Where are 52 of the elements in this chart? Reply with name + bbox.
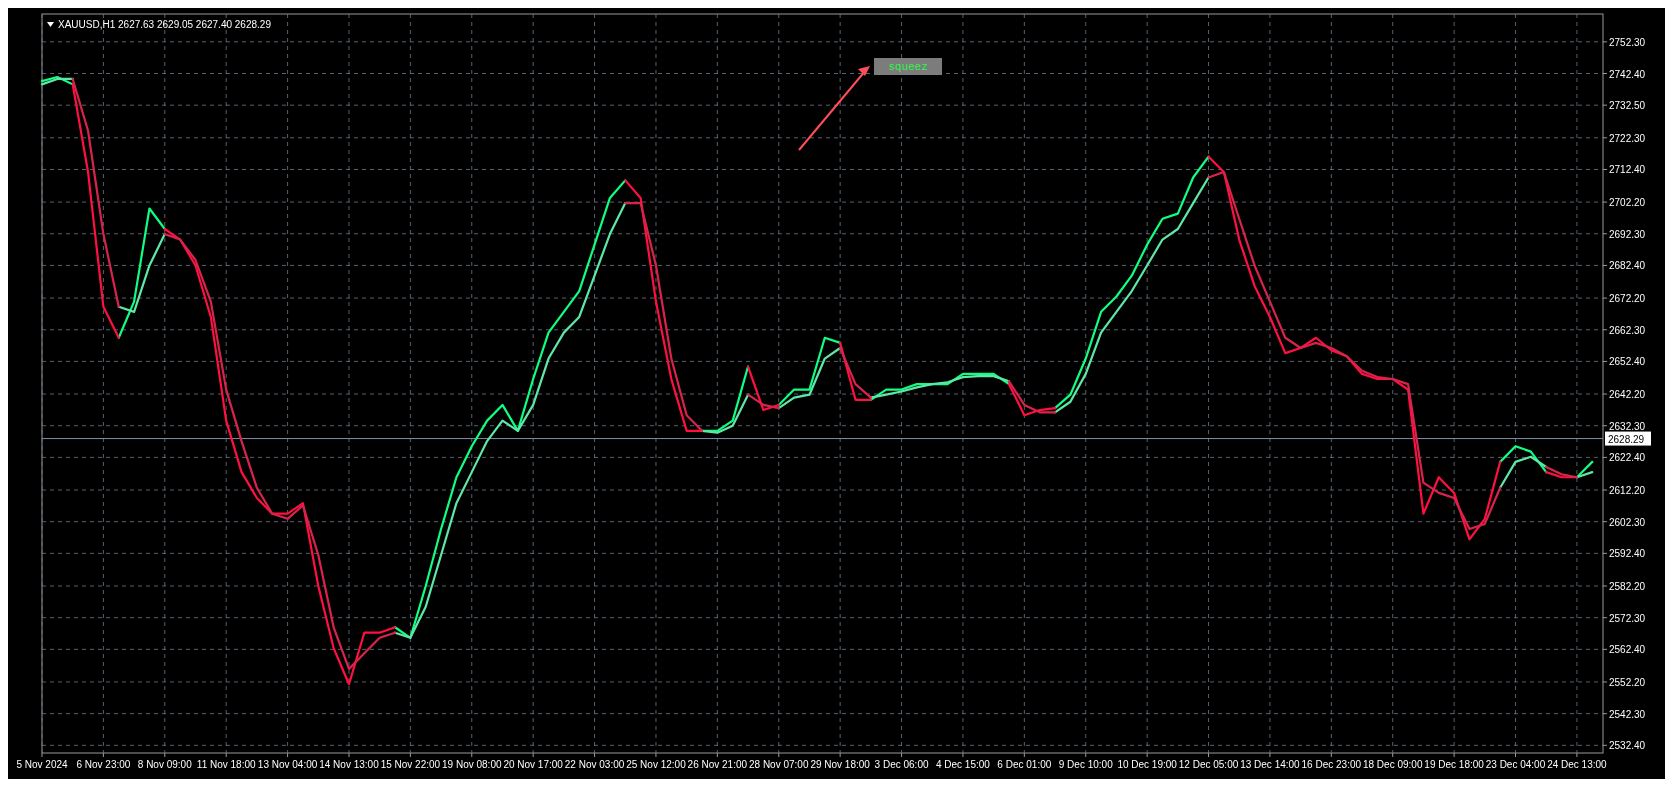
x-tick-label: 18 Dec 09:00 — [1362, 759, 1423, 770]
y-tick-label: 2532.40 — [1609, 740, 1646, 752]
y-tick-label: 2672.20 — [1609, 293, 1646, 305]
x-tick-label: 13 Nov 04:00 — [257, 759, 318, 770]
x-tick-label: 20 Nov 17:00 — [503, 759, 564, 770]
x-tick-label: 22 Nov 03:00 — [564, 759, 625, 770]
x-tick-label: 9 Dec 10:00 — [1058, 759, 1114, 770]
y-tick-label: 2662.30 — [1609, 324, 1646, 336]
x-tick-label: 11 Nov 18:00 — [196, 759, 256, 770]
x-tick-label: 5 Nov 2024 — [16, 759, 69, 770]
x-tick-label: 12 Dec 05:00 — [1178, 759, 1239, 770]
y-tick-label: 2702.20 — [1609, 197, 1646, 209]
x-tick-label: 19 Nov 08:00 — [442, 759, 502, 770]
x-tick-label: 26 Nov 21:00 — [687, 759, 748, 770]
x-tick-label: 3 Dec 06:00 — [874, 759, 929, 770]
x-tick-label: 29 Nov 18:00 — [810, 759, 871, 770]
annotation: squeez — [888, 61, 928, 73]
ref-line-label: 2628.29 — [1608, 433, 1645, 445]
x-tick-label: 14 Nov 13:00 — [319, 759, 380, 770]
x-tick-label: 6 Nov 23:00 — [76, 759, 131, 770]
y-tick-label: 2582.20 — [1609, 581, 1646, 593]
y-tick-label: 2722.30 — [1609, 132, 1646, 144]
text: XAUUSD,H1 2627.63 2629.05 2627.40 2628.29 — [58, 19, 272, 30]
y-tick-label: 2542.30 — [1609, 708, 1646, 720]
y-tick-label: 2592.40 — [1609, 548, 1646, 560]
y-tick-label: 2552.20 — [1609, 676, 1646, 688]
y-tick-label: 2752.30 — [1609, 36, 1646, 48]
y-tick-label: 2622.40 — [1609, 452, 1646, 464]
y-tick-label: 2602.30 — [1609, 516, 1646, 528]
x-tick-label: 19 Dec 18:00 — [1424, 759, 1485, 770]
y-tick-label: 2712.40 — [1609, 164, 1646, 176]
y-tick-label: 2612.20 — [1609, 485, 1646, 497]
x-tick-label: 24 Dec 13:00 — [1547, 759, 1608, 770]
x-tick-label: 13 Dec 14:00 — [1240, 759, 1301, 770]
y-tick-label: 2562.40 — [1609, 644, 1646, 656]
x-tick-label: 16 Dec 23:00 — [1301, 759, 1362, 770]
x-tick-label: 10 Dec 19:00 — [1117, 759, 1178, 770]
x-tick-label: 25 Nov 12:00 — [626, 759, 687, 770]
x-tick-label: 6 Dec 01:00 — [997, 759, 1052, 770]
x-tick-label: 8 Nov 09:00 — [137, 759, 193, 770]
x-tick-label: 23 Dec 04:00 — [1485, 759, 1546, 770]
y-tick-label: 2742.40 — [1609, 68, 1646, 80]
y-tick-label: 2572.30 — [1609, 612, 1646, 624]
y-tick-label: 2732.50 — [1609, 100, 1646, 112]
x-tick-label: 28 Nov 07:00 — [749, 759, 809, 770]
y-tick-label: 2642.20 — [1609, 389, 1646, 401]
y-tick-label: 2682.40 — [1609, 260, 1646, 272]
y-tick-label: 2652.40 — [1609, 356, 1646, 368]
y-tick-label: 2632.30 — [1609, 420, 1646, 432]
x-tick-label: 4 Dec 15:00 — [935, 759, 991, 770]
y-tick-label: 2692.30 — [1609, 228, 1646, 240]
x-tick-label: 15 Nov 22:00 — [380, 759, 441, 770]
